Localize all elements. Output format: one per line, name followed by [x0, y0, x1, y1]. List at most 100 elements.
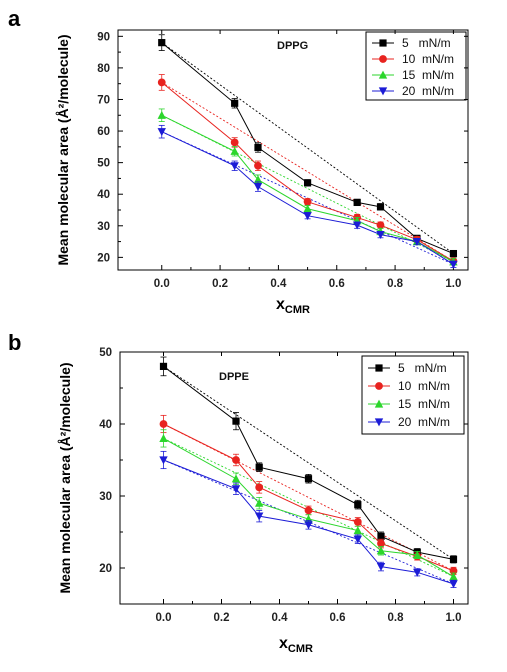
data-point [353, 518, 362, 526]
data-point [158, 39, 166, 47]
data-point [255, 512, 264, 521]
data-point [376, 221, 385, 230]
panel-a-series-3 [157, 108, 458, 266]
panel-b-plot-frame [119, 351, 469, 605]
data-point [232, 456, 240, 464]
series-line [161, 131, 454, 265]
panel-a-x-tick-label: 1.0 [445, 278, 461, 290]
data-point [352, 221, 362, 230]
data-point [232, 417, 240, 425]
series-line [163, 366, 454, 560]
data-point [303, 197, 312, 206]
legend-marker [374, 399, 384, 408]
panel-a-series-1 [158, 34, 458, 258]
panel-b-annotation: DPPE [219, 371, 249, 383]
data-point [157, 128, 166, 137]
data-point [255, 483, 264, 492]
panel-b-legend: 5 mN/m 10 mN/m 15 mN/m 20 mN/m [361, 355, 465, 435]
panel-b-series [159, 356, 458, 589]
legend-entry-label: 10 mN/m [398, 379, 450, 393]
panel-a-y-tick-label: 60 [97, 126, 110, 138]
panel-b-legend-box [361, 355, 465, 435]
series-line [161, 42, 454, 255]
data-point [157, 110, 166, 119]
data-point [254, 161, 262, 170]
panel-a-plot-frame [117, 29, 469, 271]
legend-entry-label: 15 mN/m [398, 397, 450, 411]
data-point [254, 143, 262, 152]
data-point [159, 434, 168, 442]
data-point [353, 526, 362, 535]
data-point [255, 498, 264, 507]
panel-a-letter: a [8, 6, 21, 31]
data-point [353, 198, 361, 207]
svg-text:xCMR: xCMR [279, 635, 313, 655]
panel-b-letter: b [8, 330, 21, 355]
series-line [163, 437, 454, 578]
panel-a: a Mean molecular area (Å²/molecule) xCMR… [8, 6, 469, 316]
data-point [304, 506, 313, 515]
data-point [376, 562, 386, 571]
data-point [449, 555, 458, 563]
panel-b-x-tick-label: 0.0 [156, 612, 172, 624]
panel-a-y-tick-label: 50 [97, 158, 110, 170]
data-point [304, 475, 313, 483]
panel-b-series-4 [159, 450, 458, 589]
panel-b-y-axis-title: Mean molecular area (Å²/molecule) [57, 362, 73, 593]
panel-a-y-axis-title: Mean molecular area (Å²/molecule) [55, 34, 71, 265]
data-point [413, 550, 422, 559]
panel-a-series-2 [157, 74, 458, 266]
panel-b-ticks: 0.0 0.2 0.4 0.6 0.8 1.0 20 30 40 50 [99, 347, 468, 624]
data-point [157, 78, 166, 87]
data-point [354, 501, 362, 509]
panel-a-series [157, 34, 458, 269]
panel-b-x-tick-label: 0.8 [388, 612, 405, 624]
legend-marker [379, 55, 387, 63]
panel-b-x-tick-label: 0.6 [330, 612, 346, 624]
svg-text:xCMR: xCMR [276, 296, 310, 316]
legend-marker [379, 39, 387, 47]
panel-a-legend-box [365, 31, 467, 101]
legend-marker [374, 418, 384, 427]
data-point [449, 580, 458, 589]
panel-a-x-tick-label: 0.4 [270, 278, 287, 290]
panel-b-x-tick-label: 0.4 [272, 612, 289, 624]
panel-b-y-tick-label: 40 [99, 419, 112, 431]
panel-b-x-tick-label: 0.2 [214, 612, 230, 624]
panel-a-y-tick-label: 90 [97, 31, 110, 43]
data-point [376, 203, 385, 211]
legend-marker [375, 364, 383, 372]
panel-a-y-tick-label: 40 [97, 189, 110, 201]
panel-a-ticks: 0.0 0.2 0.4 0.6 0.8 1.0 20 30 40 50 60 70 80 90 [97, 30, 468, 290]
panel-a-annotation: DPPG [277, 40, 308, 52]
panel-a-x-axis-title: xCMR [276, 296, 310, 316]
panel-b-y-tick-label: 30 [99, 491, 112, 503]
data-point [159, 362, 168, 370]
data-point [449, 249, 458, 258]
legend-entry-label: 20 mN/m [398, 415, 450, 429]
data-point [231, 474, 241, 483]
data-point [413, 568, 422, 577]
legend-marker [378, 87, 388, 96]
legend-marker [378, 70, 388, 79]
panel-a-y-tick-label: 70 [97, 94, 110, 106]
panel-b-y-tick-label: 50 [99, 347, 112, 359]
panel-a-y-tick-label: 30 [97, 221, 110, 233]
panel-a-ideal-line [161, 82, 454, 262]
panel-a-y-tick-label: 20 [97, 252, 110, 264]
data-point [255, 463, 263, 471]
data-point [449, 260, 458, 269]
panel-a-x-tick-label: 0.6 [329, 278, 345, 290]
panel-a-x-axis-title-main: x [276, 296, 285, 313]
data-point [377, 532, 385, 540]
panel-b-y-tick-label: 20 [99, 563, 112, 575]
data-point [303, 212, 312, 221]
data-point [230, 138, 239, 147]
legend-marker [375, 382, 383, 390]
data-point [377, 539, 385, 548]
data-point [253, 183, 263, 192]
panel-b: b Mean molecular area (Å²/molecule) xCMR… [8, 330, 469, 655]
data-point [376, 546, 386, 555]
series-line [161, 82, 454, 262]
